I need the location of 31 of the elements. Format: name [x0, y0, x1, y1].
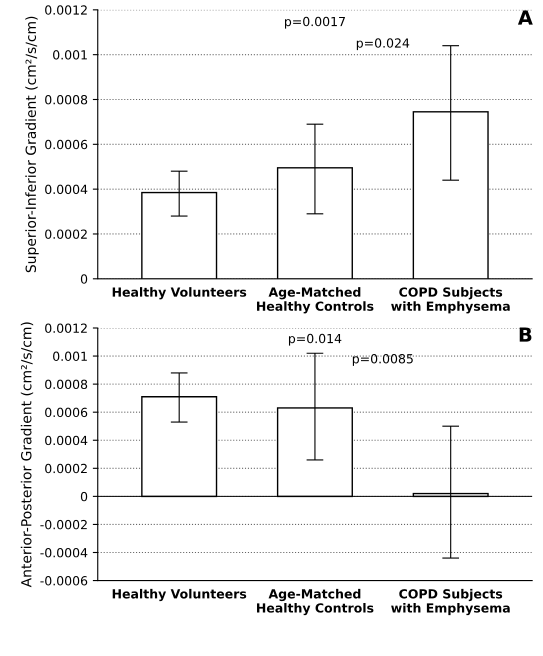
annotation: p=0.0017 — [285, 16, 345, 29]
y-tick-label: 0.0006 — [45, 408, 88, 418]
x-tick-label: Age-Matched Healthy Controls — [257, 287, 374, 314]
y-tick-label: 0.001 — [53, 352, 87, 361]
y-tick-label: -0.0006 — [40, 576, 88, 586]
annotation: p=0.024 — [356, 38, 410, 50]
y-tick-label: 0.0002 — [45, 464, 87, 474]
y-tick-label: 0 — [80, 492, 88, 502]
y-tick-label: 0.0006 — [45, 140, 88, 150]
annotation: A — [518, 10, 533, 25]
y-tick-label: -0.0002 — [40, 520, 87, 530]
x-tick-label: Healthy Volunteers — [112, 287, 246, 300]
y-tick-label: 0.0008 — [45, 380, 88, 390]
annotation: B — [520, 327, 532, 342]
y-tick-label: 0.001 — [53, 50, 87, 60]
y-tick-label: 0.0012 — [45, 323, 87, 333]
y-tick-label: 0 — [80, 274, 88, 284]
y-tick-label: 0.0012 — [45, 5, 87, 15]
x-tick-label: Age-Matched Healthy Controls — [257, 588, 374, 616]
x-tick-label: COPD Subjects with Emphysema — [391, 588, 510, 616]
y-tick-label: -0.0004 — [40, 548, 88, 558]
x-tick-label: Healthy Volunteers — [112, 588, 246, 602]
annotation: p=0.0085 — [352, 354, 413, 366]
y-axis-title: Anterior-Posterior Gradient (cm²/s/cm) — [20, 322, 34, 588]
annotation: p=0.014 — [288, 334, 342, 346]
y-tick-label: 0.0004 — [45, 436, 88, 446]
x-tick-label: COPD Subjects with Emphysema — [391, 287, 510, 314]
y-axis-title: Superior-Inferior Gradient (cm²/s/cm) — [25, 16, 39, 272]
y-tick-label: 0.0004 — [45, 184, 88, 194]
y-tick-label: 0.0008 — [45, 94, 88, 104]
y-tick-label: 0.0002 — [45, 229, 87, 239]
